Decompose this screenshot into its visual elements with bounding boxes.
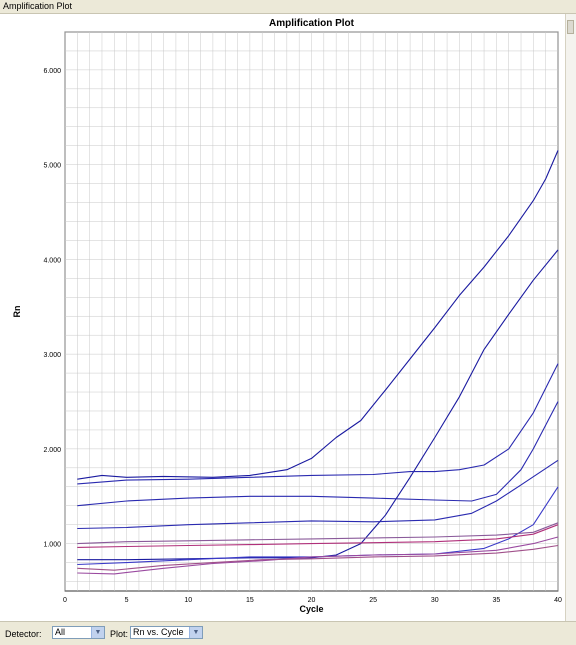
x-tick-label: 10 [184,597,192,604]
x-tick-label: 5 [125,597,129,604]
x-tick-label: 40 [554,597,562,604]
plot-area: Amplification Plot 0 5 10 15 20 25 30 35 40 1.000 2… [0,14,566,621]
chevron-down-icon[interactable]: ▼ [189,627,202,638]
vertical-scrollbar[interactable] [565,14,576,621]
y-tick-label: 5.000 [43,163,61,170]
x-axis-label: Cycle [299,604,323,614]
series-line-9 [77,536,559,575]
series-line-4 [77,401,559,507]
y-axis-label: Rn [12,306,22,318]
chart-title: Amplification Plot [269,18,355,29]
x-tick-label: 20 [308,597,316,604]
x-tick-label: 30 [431,597,439,604]
x-tick-label: 35 [492,597,500,604]
x-tick-label: 15 [246,597,254,604]
plot-label: Plot: [110,629,129,639]
detector-label: Detector: [5,629,42,639]
series-line-3 [77,363,559,485]
detector-select[interactable]: All ▼ [52,626,105,639]
y-tick-label: 6.000 [43,68,61,75]
window-title: Amplification Plot [0,0,576,14]
series-line-5 [77,459,559,530]
series-line-1 [77,150,559,480]
y-tick-label: 4.000 [43,257,61,264]
series-line-7 [77,522,559,545]
x-tick-label: 0 [63,597,67,604]
plot-select-value: Rn vs. Cycle [133,627,184,637]
y-tick-label: 1.000 [43,542,61,549]
series-line-10 [77,544,559,571]
x-tick-label: 25 [369,597,377,604]
plot-select[interactable]: Rn vs. Cycle ▼ [130,626,203,639]
scrollbar-thumb[interactable] [567,20,574,34]
y-tick-label: 3.000 [43,352,61,359]
series-line-8 [77,524,559,548]
bottom-toolbar: Detector: All ▼ Plot: Rn vs. Cycle ▼ [0,621,576,645]
amplification-chart: Amplification Plot 0 5 10 15 20 25 30 35 40 1.000 2… [12,18,562,614]
y-tick-label: 2.000 [43,447,61,454]
chevron-down-icon[interactable]: ▼ [91,627,104,638]
detector-select-value: All [55,627,66,637]
